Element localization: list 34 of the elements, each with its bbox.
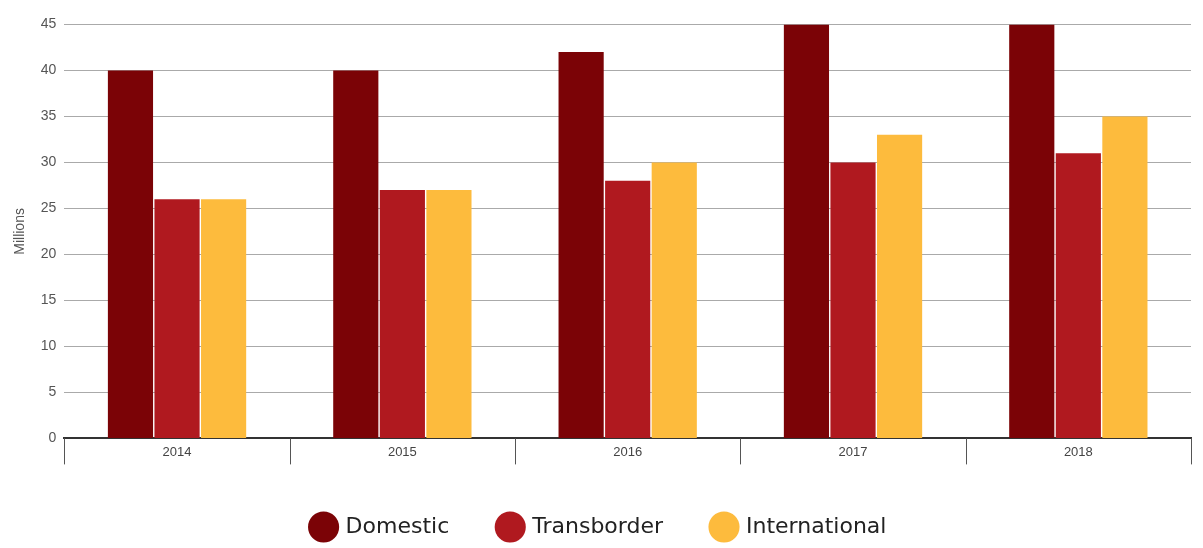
x-tick-label: 2014: [162, 443, 192, 459]
x-tick-label: 2018: [1063, 443, 1093, 459]
bar: [379, 190, 425, 438]
y-tick-label: 45: [40, 15, 57, 32]
y-tick-label: 0: [48, 429, 57, 446]
bar: [830, 162, 876, 438]
y-tick-label: 35: [40, 107, 57, 124]
bar: [333, 70, 379, 438]
y-tick-label: 5: [48, 383, 57, 400]
x-tick-label: 2017: [838, 443, 868, 459]
bar: [876, 134, 923, 438]
y-axis-title: Millions: [11, 208, 28, 255]
y-tick-label: 30: [40, 153, 57, 170]
bar: [154, 199, 200, 438]
y-tick-label: 25: [40, 199, 57, 216]
bar: [783, 24, 830, 438]
x-tick-label: 2015: [387, 443, 417, 459]
bar: [1102, 116, 1148, 438]
y-tick-label: 10: [40, 337, 57, 354]
bar: [605, 180, 651, 438]
x-tick-label: 2016: [613, 443, 643, 459]
bar: [107, 70, 154, 438]
y-tick-label: 15: [40, 291, 57, 308]
legend-label: International: [746, 512, 887, 538]
y-tick-label: 20: [40, 245, 57, 262]
bar: [651, 162, 697, 438]
y-tick-label: 40: [40, 61, 57, 78]
bar: [1055, 153, 1101, 438]
bar: [1009, 24, 1055, 438]
bar: [426, 190, 472, 438]
legend-label: Transborder: [531, 512, 664, 538]
legend-label: Domestic: [345, 512, 450, 538]
bar: [558, 52, 604, 438]
bar: [201, 199, 247, 438]
